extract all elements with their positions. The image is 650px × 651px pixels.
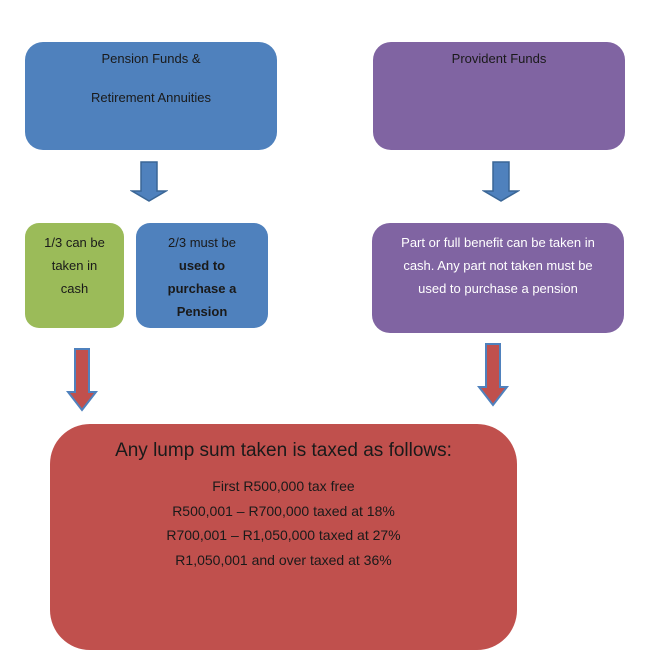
two-thirds-line: used to [178, 258, 226, 273]
provident-title: Provident Funds [451, 51, 547, 66]
cash-third-line: cash [60, 281, 89, 296]
cash-third-line: taken in [51, 258, 98, 273]
provident-benefit-line: Part or full benefit can be taken in [401, 235, 595, 250]
two-thirds-line: Pension [176, 304, 228, 319]
cash-third-box: 1/3 can be taken in cash [25, 223, 124, 328]
pension-line1: Pension Funds & [101, 51, 201, 66]
lump-sum-tax-box: Any lump sum taken is taxed as follows: … [50, 424, 517, 650]
tax-bracket: First R500,000 tax free [212, 478, 355, 494]
two-thirds-line: 2/3 must be [168, 235, 236, 250]
cash-third-line: 1/3 can be [44, 235, 105, 250]
pension-line2: Retirement Annuities [91, 90, 211, 105]
provident-benefit-line: cash. Any part not taken must be [403, 258, 593, 273]
two-thirds-line: purchase a [167, 281, 237, 296]
tax-bracket: R500,001 – R700,000 taxed at 18% [172, 502, 395, 519]
provident-benefit-box: Part or full benefit can be taken in cas… [372, 223, 624, 333]
down-arrow-icon [66, 348, 98, 412]
provident-benefit-line: used to purchase a pension [418, 281, 578, 296]
pension-two-thirds-box: 2/3 must be used to purchase a Pension [136, 223, 268, 328]
down-arrow-icon [130, 161, 168, 202]
down-arrow-icon [482, 161, 520, 202]
tax-bracket: R700,001 – R1,050,000 taxed at 27% [166, 527, 401, 543]
down-arrow-icon [477, 343, 509, 407]
provident-funds-box: Provident Funds [373, 42, 625, 150]
tax-title: Any lump sum taken is taxed as follows: [115, 440, 452, 461]
pension-funds-box: Pension Funds & Retirement Annuities [25, 42, 277, 150]
tax-bracket: R1,050,001 and over taxed at 36% [175, 551, 392, 568]
